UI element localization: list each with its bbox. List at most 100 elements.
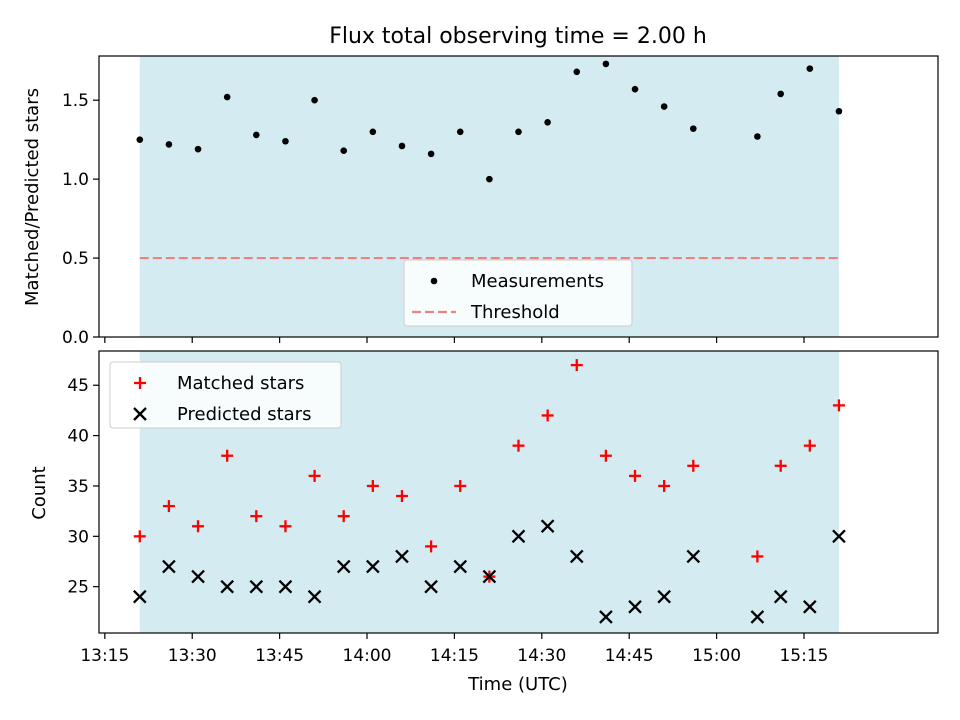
predicted-star-point (162, 559, 176, 574)
matched-star-point (751, 550, 764, 563)
measurement-point (835, 107, 843, 115)
x-axis-label: Time (UTC) (467, 674, 568, 695)
bottom-x-ticks: 13:15 13:30 13:45 14:00 14:15 14:30 14:45 15:00… (80, 633, 828, 666)
y-tick-label: 45 (67, 376, 89, 396)
predicted-star-point (191, 569, 205, 584)
legend-x-marker (133, 407, 147, 421)
measurement-point (340, 147, 348, 155)
x-tick-label: 14:45 (605, 646, 654, 666)
measurement-point (311, 96, 318, 104)
y-tick-label: 1.0 (62, 170, 89, 190)
top-axes-frame (98, 55, 939, 338)
y-tick-label: 0.0 (62, 328, 89, 348)
predicted-star-point (511, 529, 526, 544)
matched-star-point (599, 449, 612, 462)
measurement-point (573, 68, 581, 76)
predicted-star-point (540, 519, 555, 534)
measurement-point (136, 136, 144, 143)
predicted-star-point (132, 589, 147, 604)
matched-star-point (832, 399, 845, 412)
predicted-star-point (657, 589, 671, 604)
predicted-star-point (336, 559, 351, 574)
y-tick-label: 40 (67, 427, 89, 447)
measurement-point (515, 128, 522, 136)
matched-star-point (221, 449, 234, 462)
predicted-star-point (220, 579, 234, 594)
top-y-ticks: 0.0 0.5 1.0 1.5 (62, 91, 99, 348)
measurement-point (631, 85, 639, 93)
matched-star-point (308, 469, 321, 482)
predicted-star-point (482, 569, 497, 584)
y-tick-label: 25 (67, 578, 89, 598)
x-tick-label: 13:30 (168, 646, 217, 666)
bottom-marks (132, 359, 846, 624)
matched-star-point (192, 520, 205, 533)
y-tick-label: 1.5 (62, 91, 89, 111)
predicted-star-point (278, 579, 293, 594)
matched-star-point (162, 500, 175, 513)
top-x-ticks (104, 337, 805, 343)
matched-star-point (133, 530, 146, 543)
predicted-star-point (750, 610, 765, 624)
bottom-y-ticks: 25 30 35 40 45 (67, 376, 99, 598)
bottom-panel: 25 30 35 40 45 13:15 13:30 13:45 14:00 14:15 14:3… (29, 350, 939, 695)
legend-label: Threshold (470, 302, 560, 323)
predicted-star-point (307, 589, 322, 604)
x-tick-label: 15:15 (779, 646, 828, 666)
x-tick-label: 14:15 (430, 646, 479, 666)
predicted-star-point (366, 559, 380, 574)
y-tick-label: 0.5 (62, 249, 89, 269)
matched-star-point (337, 510, 350, 523)
predicted-star-point (599, 610, 613, 624)
legend-label: Predicted stars (177, 404, 311, 425)
x-tick-label: 13:45 (255, 646, 304, 666)
measurement-point (165, 141, 173, 148)
predicted-star-point (424, 579, 438, 594)
x-tick-label: 14:30 (517, 646, 566, 666)
measurement-point (777, 90, 784, 98)
predicted-star-point (773, 589, 788, 604)
measurement-point (806, 65, 814, 72)
measurement-point (253, 131, 260, 139)
predicted-star-point (395, 549, 409, 564)
x-tick-label: 15:00 (692, 646, 741, 666)
measurement-point (689, 125, 697, 132)
bottom-y-axis-label: Count (29, 466, 50, 519)
predicted-star-point (832, 529, 846, 544)
measurement-point (486, 175, 493, 183)
predicted-star-point (453, 559, 468, 574)
matched-star-point (658, 479, 671, 492)
matched-star-point (425, 540, 438, 553)
matched-star-point (570, 359, 583, 372)
chart-title: Flux total observing time = 2.00 h (329, 24, 707, 49)
matched-star-point (454, 479, 467, 492)
predicted-star-point (569, 549, 584, 564)
measurement-point (194, 145, 202, 153)
legend-plus-marker (134, 377, 146, 389)
measurement-point (660, 103, 668, 110)
matched-star-point (629, 469, 642, 482)
y-tick-label: 30 (67, 527, 89, 547)
predicted-star-point (249, 579, 264, 594)
matched-star-point (803, 439, 816, 452)
x-tick-label: 13:15 (80, 646, 129, 666)
top-panel: 0.0 0.5 1.0 1.5 Matched/Predicted stars Mea… (22, 55, 939, 348)
matched-star-point (541, 409, 554, 422)
legend-box (403, 259, 633, 327)
measurement-point (427, 150, 435, 158)
matched-star-point (366, 479, 379, 492)
matched-star-point (279, 520, 292, 533)
measurement-point (398, 142, 406, 150)
top-marks (136, 60, 843, 260)
predicted-star-point (803, 600, 817, 614)
measurement-point (369, 128, 377, 136)
y-tick-label: 35 (67, 477, 89, 497)
matched-star-point (395, 490, 408, 503)
matched-star-point (774, 459, 787, 472)
measurement-point (223, 93, 231, 101)
measurement-point (544, 119, 551, 126)
matched-star-point (250, 510, 263, 523)
measurement-point (282, 137, 289, 145)
legend-box (109, 361, 342, 429)
